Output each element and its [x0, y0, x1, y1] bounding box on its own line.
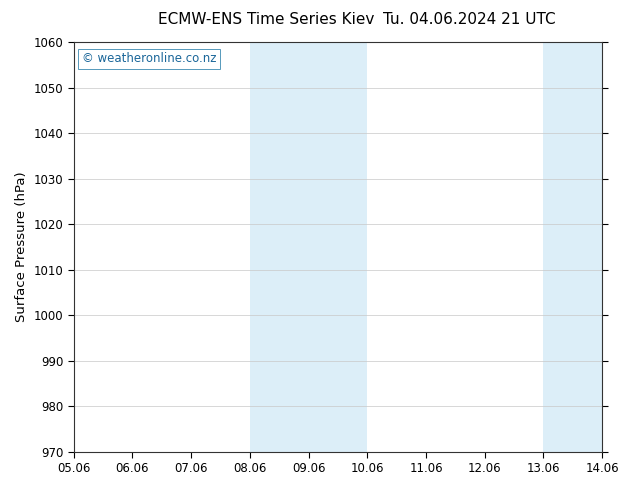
- Bar: [250, 42, 367, 452]
- Text: © weatheronline.co.nz: © weatheronline.co.nz: [82, 52, 216, 65]
- Text: ECMW-ENS Time Series Kiev: ECMW-ENS Time Series Kiev: [158, 12, 375, 27]
- Bar: [543, 42, 602, 452]
- Text: Tu. 04.06.2024 21 UTC: Tu. 04.06.2024 21 UTC: [383, 12, 555, 27]
- Y-axis label: Surface Pressure (hPa): Surface Pressure (hPa): [15, 172, 28, 322]
